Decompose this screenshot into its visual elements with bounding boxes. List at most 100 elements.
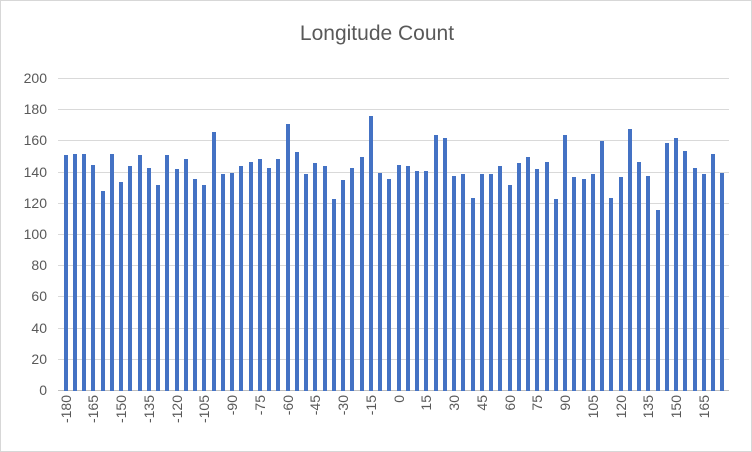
bar-longitude-75[interactable] <box>535 169 540 391</box>
bar-longitude-95[interactable] <box>572 177 577 391</box>
bar-longitude--20[interactable] <box>359 157 364 391</box>
x-axis-tick-label: 105 <box>584 395 601 419</box>
bar-longitude--145[interactable] <box>128 166 133 391</box>
x-axis-tick-label: 165 <box>695 395 712 419</box>
bar-longitude--75[interactable] <box>257 159 262 391</box>
bar-longitude--80[interactable] <box>248 162 253 391</box>
bar-longitude-25[interactable] <box>442 138 447 391</box>
bar-longitude--135[interactable] <box>146 168 151 391</box>
bar-longitude-130[interactable] <box>637 162 641 391</box>
y-axis-tick-label: 120 <box>23 194 47 211</box>
bar-longitude-5[interactable] <box>405 166 410 391</box>
bar-longitude-115[interactable] <box>609 198 614 391</box>
x-axis-tick-label: -150 <box>113 395 129 424</box>
bar-longitude--55[interactable] <box>294 152 299 391</box>
bar-longitude--100[interactable] <box>211 132 216 391</box>
bar-longitude--140[interactable] <box>137 155 142 391</box>
bar-longitude-35[interactable] <box>461 174 466 391</box>
bar-longitude-120[interactable] <box>618 177 623 391</box>
gridline-y-60 <box>58 296 729 298</box>
bar-longitude--95[interactable] <box>220 174 225 391</box>
x-axis-tick-label: -165 <box>85 395 102 424</box>
x-axis-tick-label: 60 <box>501 395 518 411</box>
bar-longitude--10[interactable] <box>378 173 382 391</box>
bar-longitude--60[interactable] <box>285 124 290 391</box>
bar-longitude--50[interactable] <box>304 174 308 391</box>
bar-longitude-60[interactable] <box>507 185 512 391</box>
x-axis-tick-label: -135 <box>140 395 157 424</box>
bar-longitude--165[interactable] <box>91 165 96 391</box>
bar-longitude--5[interactable] <box>387 179 392 391</box>
bar-longitude--45[interactable] <box>313 163 318 391</box>
bar-longitude--105[interactable] <box>202 185 207 391</box>
y-axis-tick-label: 100 <box>23 226 47 242</box>
bar-longitude--130[interactable] <box>156 185 160 391</box>
bar-longitude-170[interactable] <box>711 154 715 391</box>
y-axis-tick-label: 200 <box>23 70 47 86</box>
bar-longitude--180[interactable] <box>63 155 68 391</box>
bar-longitude--110[interactable] <box>193 179 197 391</box>
y-axis-tick-label: 180 <box>23 101 47 118</box>
y-axis-tick-label: 20 <box>31 350 47 367</box>
bar-longitude-30[interactable] <box>452 176 456 391</box>
gridline-y-180 <box>58 109 729 111</box>
bar-longitude-150[interactable] <box>674 138 678 391</box>
bar-longitude-175[interactable] <box>720 173 725 391</box>
bar-longitude--120[interactable] <box>174 169 179 391</box>
bar-longitude--115[interactable] <box>183 159 188 391</box>
x-axis-tick-label: 120 <box>612 395 629 419</box>
bar-longitude-145[interactable] <box>664 143 669 391</box>
bar-longitude-110[interactable] <box>600 141 604 391</box>
bar-longitude-125[interactable] <box>627 129 632 391</box>
bar-longitude--160[interactable] <box>100 191 105 391</box>
bar-longitude-55[interactable] <box>498 166 503 391</box>
bar-longitude--170[interactable] <box>82 154 86 391</box>
bar-longitude--155[interactable] <box>109 154 114 391</box>
bar-longitude-155[interactable] <box>683 151 688 391</box>
bar-longitude--25[interactable] <box>350 168 355 391</box>
y-axis-tick-label: 80 <box>31 257 47 274</box>
bar-longitude-45[interactable] <box>479 174 484 391</box>
bar-longitude-50[interactable] <box>489 174 493 391</box>
x-axis-tick-label: -45 <box>307 395 324 416</box>
x-axis-tick-label: 45 <box>473 395 490 411</box>
x-axis-tick-label: -30 <box>335 395 351 416</box>
bar-longitude-0[interactable] <box>396 165 401 391</box>
bar-longitude-20[interactable] <box>433 135 438 391</box>
bar-longitude-65[interactable] <box>516 163 521 391</box>
bar-longitude-140[interactable] <box>655 210 660 391</box>
bar-longitude--175[interactable] <box>72 154 77 391</box>
bar-longitude-70[interactable] <box>526 157 530 391</box>
y-axis-tick-label: 140 <box>23 163 47 180</box>
x-axis-tick-label: 90 <box>557 395 573 411</box>
bar-longitude--35[interactable] <box>331 199 336 391</box>
bar-longitude--70[interactable] <box>267 168 271 391</box>
y-axis-tick-label: 60 <box>31 288 47 305</box>
gridline-y-200 <box>58 78 729 79</box>
bar-longitude-100[interactable] <box>581 179 586 391</box>
bar-longitude--85[interactable] <box>239 166 244 391</box>
x-axis-line <box>58 390 729 391</box>
bar-longitude-160[interactable] <box>692 168 697 391</box>
bar-longitude-135[interactable] <box>646 176 651 391</box>
bar-longitude-90[interactable] <box>563 135 567 391</box>
bar-longitude--150[interactable] <box>119 182 123 391</box>
x-axis-tick-label: 30 <box>446 395 462 411</box>
bar-longitude-165[interactable] <box>701 174 706 391</box>
x-axis-tick-label: -180 <box>57 395 74 424</box>
bar-longitude--65[interactable] <box>276 159 281 391</box>
bar-longitude-10[interactable] <box>415 171 419 391</box>
x-axis-tick-label: -60 <box>279 395 296 416</box>
bar-longitude-105[interactable] <box>590 174 595 391</box>
bar-longitude-85[interactable] <box>553 199 558 391</box>
bar-longitude-80[interactable] <box>544 162 549 391</box>
bar-longitude--125[interactable] <box>165 155 170 391</box>
bar-longitude--90[interactable] <box>230 173 234 391</box>
bar-longitude--40[interactable] <box>322 166 327 391</box>
x-axis-tick-label: -105 <box>196 395 213 424</box>
bar-longitude-40[interactable] <box>470 198 475 391</box>
bar-longitude--30[interactable] <box>341 180 345 391</box>
bar-longitude-15[interactable] <box>424 171 429 391</box>
bar-longitude--15[interactable] <box>368 116 373 391</box>
